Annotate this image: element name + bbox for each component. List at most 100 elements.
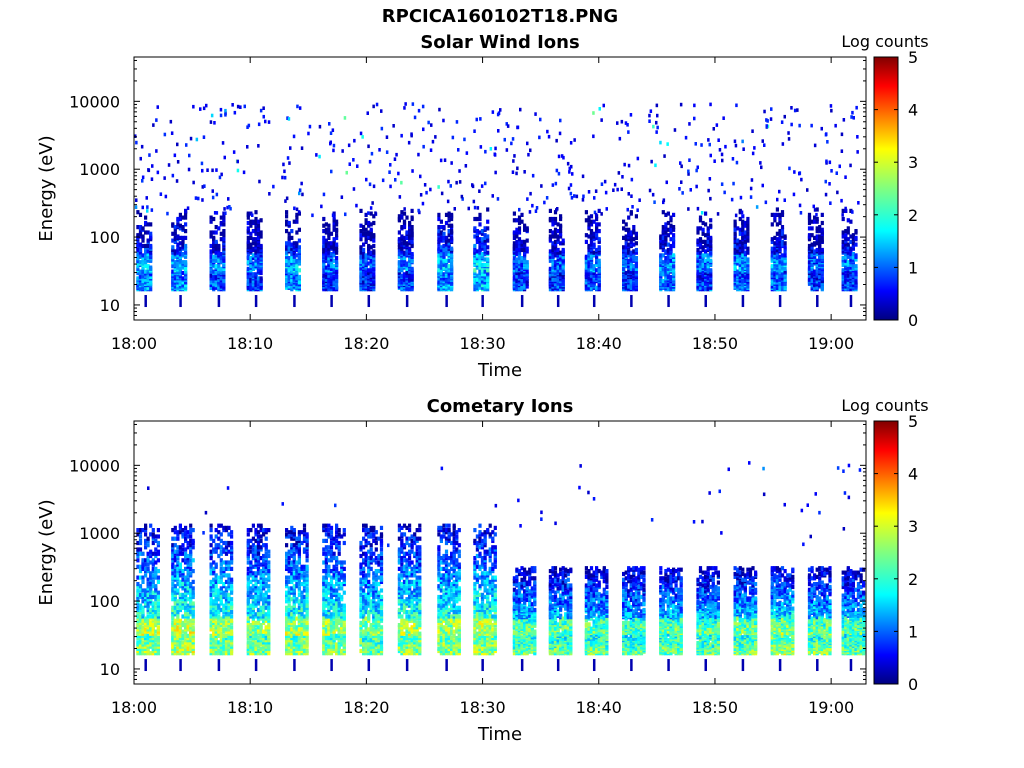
data-cell <box>214 651 218 656</box>
data-cell <box>453 207 456 211</box>
data-cell <box>227 601 231 606</box>
data-cell <box>136 252 140 257</box>
data-cell <box>186 636 190 641</box>
data-cell <box>447 238 451 243</box>
data-cell <box>191 569 195 574</box>
data-cell <box>627 279 631 284</box>
data-cell <box>189 640 193 645</box>
data-cell <box>720 182 724 186</box>
data-cell <box>523 170 526 174</box>
data-cell <box>176 629 180 634</box>
data-cell <box>146 569 150 574</box>
data-cell <box>171 254 175 259</box>
data-cell <box>141 588 145 593</box>
data-cell <box>292 262 296 267</box>
data-cell <box>594 189 598 193</box>
data-cell <box>214 597 218 602</box>
data-cell <box>413 115 417 120</box>
data-cell <box>222 592 226 597</box>
data-cell <box>217 633 221 638</box>
data-cell <box>480 252 485 257</box>
data-cell <box>849 262 853 267</box>
data-cell <box>178 280 182 285</box>
data-cell <box>226 205 229 210</box>
data-cell <box>417 108 421 113</box>
data-cell <box>592 111 595 115</box>
data-cell <box>632 257 636 262</box>
data-cell <box>214 629 218 634</box>
data-cell <box>154 623 158 628</box>
data-cell <box>709 272 713 277</box>
data-cell <box>219 252 223 257</box>
data-cell <box>149 234 153 239</box>
data-cell <box>551 234 555 239</box>
data-cell <box>285 214 289 219</box>
data-cell <box>146 577 150 582</box>
data-cell <box>219 237 223 242</box>
data-cell <box>528 210 532 214</box>
data-cell <box>627 231 631 236</box>
data-cell <box>483 252 487 257</box>
data-cell <box>254 210 258 215</box>
data-cell <box>178 257 182 262</box>
data-cell <box>149 287 153 292</box>
x-tick-label: 18:10 <box>227 334 273 353</box>
data-cell <box>664 261 668 266</box>
data-cell <box>733 227 737 232</box>
data-cell <box>632 264 636 269</box>
data-cell <box>478 265 482 270</box>
data-cell <box>624 258 628 263</box>
data-cell <box>367 274 371 280</box>
data-cell <box>741 253 745 258</box>
data-cell <box>287 276 291 281</box>
data-cell <box>189 528 193 533</box>
data-cell <box>829 104 833 108</box>
data-cell <box>846 218 850 223</box>
data-cell <box>156 579 160 584</box>
data-cell <box>151 560 155 565</box>
data-cell <box>258 179 261 184</box>
data-cell <box>181 215 185 220</box>
data-cell <box>178 549 182 554</box>
data-cell <box>595 229 599 234</box>
data-cell <box>300 181 303 186</box>
data-cell <box>181 280 185 285</box>
data-cell <box>841 230 845 235</box>
data-cell <box>437 264 441 269</box>
data-cell <box>173 225 177 230</box>
data-cell <box>332 218 336 223</box>
data-cell <box>624 227 628 232</box>
data-cell <box>422 144 425 149</box>
data-cell <box>810 245 814 250</box>
data-cell <box>820 212 824 217</box>
data-cell <box>219 532 223 537</box>
data-cell <box>324 222 328 227</box>
data-cell <box>584 272 588 277</box>
data-cell <box>154 614 158 619</box>
data-cell <box>773 246 777 251</box>
data-cell <box>584 254 588 259</box>
data-cell <box>743 238 747 243</box>
data-cell <box>626 123 629 127</box>
data-cell <box>327 273 331 278</box>
data-cell <box>624 247 628 253</box>
data-cell <box>483 233 487 238</box>
data-cell <box>362 227 366 232</box>
data-cell <box>736 258 740 263</box>
data-cell <box>146 252 150 257</box>
data-cell <box>775 268 779 273</box>
data-cell <box>450 229 454 234</box>
data-cell <box>659 253 663 258</box>
data-cell <box>144 569 148 574</box>
data-cell <box>224 620 229 625</box>
data-cell <box>743 261 747 266</box>
data-cell <box>138 551 143 556</box>
data-cell <box>171 562 175 567</box>
data-cell <box>171 558 175 563</box>
data-cell <box>480 184 484 188</box>
data-cell <box>212 262 216 267</box>
data-cell <box>217 623 221 628</box>
data-cell <box>324 277 328 282</box>
data-cell <box>151 644 155 649</box>
data-cell <box>212 627 216 632</box>
